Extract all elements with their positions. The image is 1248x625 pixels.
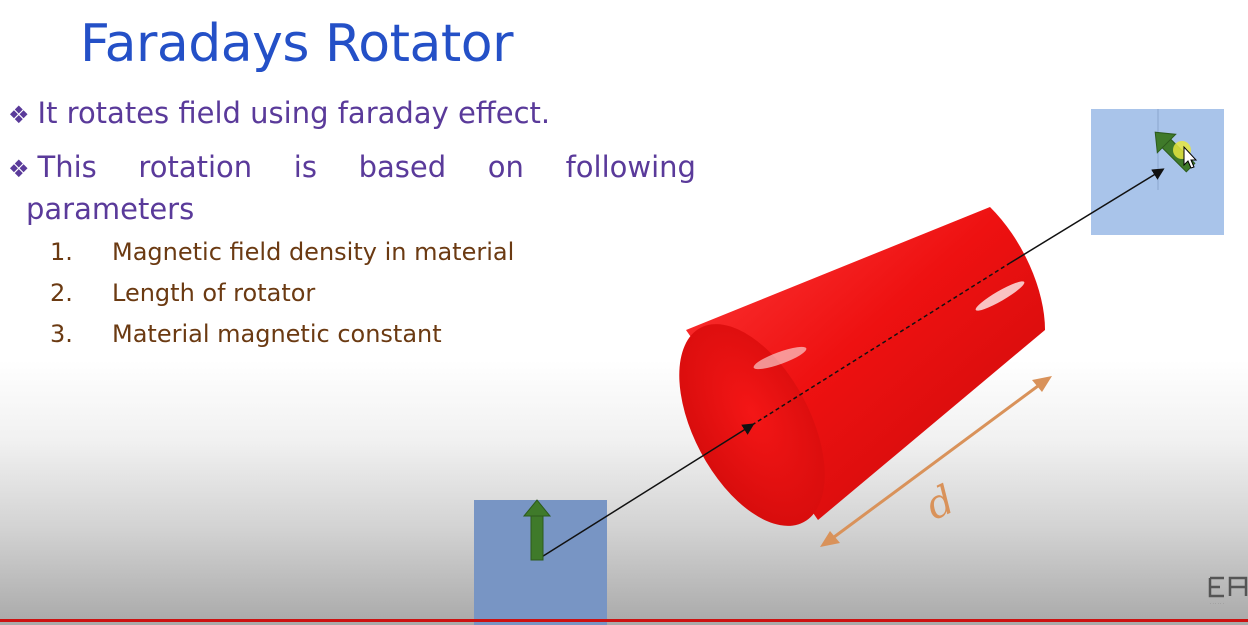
video-progress-bar[interactable] (0, 619, 1248, 622)
bullet-2-word: on (487, 150, 524, 184)
input-polarization-arrow-icon (522, 499, 552, 561)
bullet-2-word: is (293, 150, 317, 184)
item-number: 3. (50, 320, 73, 348)
diamond-bullet-icon: ❖ (8, 155, 30, 183)
bullet-2: ❖ This rotation is based on following (8, 150, 696, 184)
item-text: Magnetic field density in material (112, 238, 515, 266)
bullet-2-word: based (358, 150, 447, 184)
slide-title: Faradays Rotator (80, 14, 513, 74)
light-ray-in (539, 423, 755, 559)
item-number: 1. (50, 238, 73, 266)
bullet-2-word: rotation (138, 150, 253, 184)
bullet-2-word: following (565, 150, 696, 184)
dimension-label: d (919, 477, 962, 530)
mouse-cursor-icon (1183, 145, 1198, 169)
red-cylinder (679, 207, 1046, 526)
light-ray-inside (751, 262, 1011, 426)
item-text: Material magnetic constant (112, 320, 442, 348)
svg-text:· · · · · ·: · · · · · · (1210, 601, 1224, 606)
item-number: 2. (50, 279, 73, 307)
bullet-2-word: This (37, 150, 97, 184)
bullet-1-text: It rotates field using faraday effect. (37, 96, 551, 130)
light-ray-out (1009, 168, 1165, 264)
length-dimension-arrow (820, 376, 1052, 547)
bullet-1: ❖ It rotates field using faraday effect. (8, 96, 550, 130)
channel-logo-icon: · · · · · · (1208, 576, 1248, 606)
bullet-2-continuation: parameters (26, 192, 195, 226)
item-text: Length of rotator (112, 279, 316, 307)
diamond-bullet-icon: ❖ (8, 101, 30, 129)
